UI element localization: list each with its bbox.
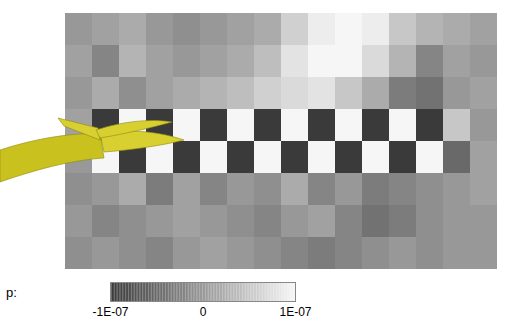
html-text:p:: p: xyxy=(6,285,17,300)
svg-text:0: 0 xyxy=(200,305,207,319)
svg-text:1E-07: 1E-07 xyxy=(279,305,311,319)
svg-text:-1E-07: -1E-07 xyxy=(92,305,128,319)
